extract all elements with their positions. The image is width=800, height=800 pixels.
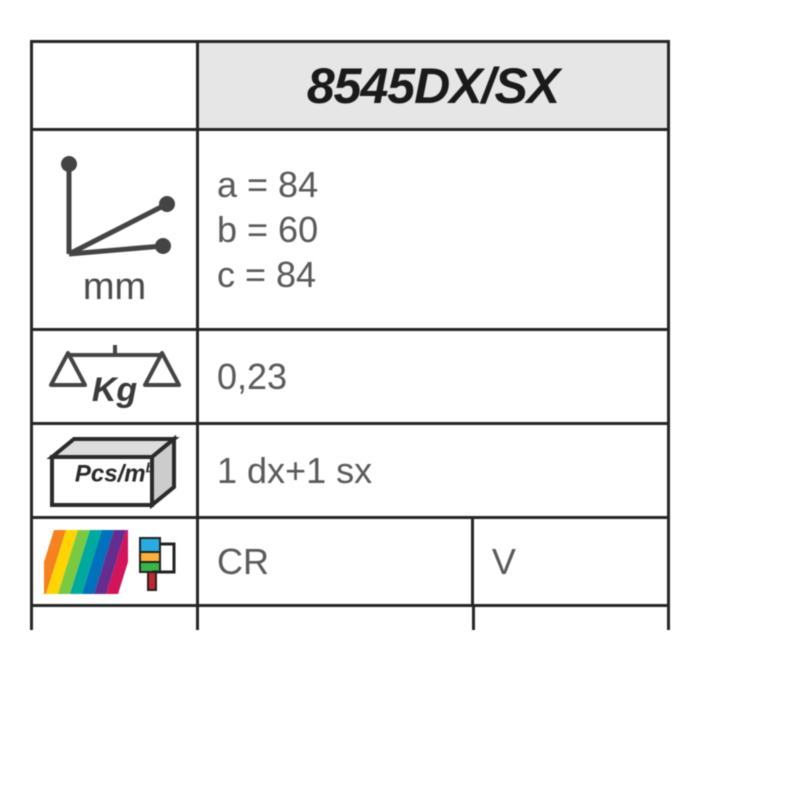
- header-spacer: [30, 40, 196, 128]
- packaging-value: 1 dx+1 sx: [217, 450, 372, 492]
- finish-row: CR V: [30, 516, 670, 604]
- bottom-edge: [30, 604, 670, 607]
- weight-icon-cell: Kg: [30, 328, 196, 422]
- finish-primary: CR: [217, 541, 269, 583]
- dimensions-values: a = 84 b = 60 c = 84: [217, 162, 318, 297]
- dimensions-unit-label: mm: [83, 266, 146, 309]
- roller-icon: [134, 532, 186, 592]
- finish-icon-cell: [30, 516, 196, 604]
- packaging-icon-cell: Pcs/mb: [30, 422, 196, 516]
- weight-row: Kg 0,23: [30, 328, 670, 422]
- finish-primary-cell: CR: [196, 516, 471, 604]
- packaging-row: Pcs/mb 1 dx+1 sx: [30, 422, 670, 516]
- dimensions-icon-cell: mm: [30, 128, 196, 328]
- weight-value-cell: 0,23: [196, 328, 670, 422]
- finish-values: CR V: [196, 516, 670, 604]
- swatch-icon: [44, 530, 128, 594]
- weight-label: Kg: [90, 371, 139, 410]
- product-code: 8545DX/SX: [196, 40, 670, 128]
- packaging-label: Pcs/mb: [75, 460, 154, 489]
- dim-c: c = 84: [217, 252, 318, 297]
- axes-icon: [45, 150, 185, 270]
- packaging-value-cell: 1 dx+1 sx: [196, 422, 670, 516]
- dimensions-values-cell: a = 84 b = 60 c = 84: [196, 128, 670, 328]
- dim-b: b = 60: [217, 207, 318, 252]
- header-row: 8545DX/SX: [30, 40, 670, 128]
- finish-secondary-cell: V: [471, 516, 670, 604]
- spec-table: 8545DX/SX mm a = 84 b = 60 c = 84: [30, 40, 670, 607]
- weight-value: 0,23: [217, 356, 287, 398]
- dim-a: a = 84: [217, 162, 318, 207]
- finish-secondary: V: [492, 541, 516, 583]
- dimensions-row: mm a = 84 b = 60 c = 84: [30, 128, 670, 328]
